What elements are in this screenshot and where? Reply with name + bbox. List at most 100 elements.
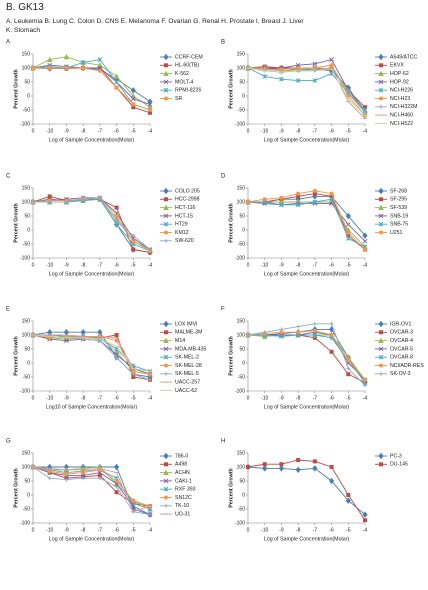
series-line [32,466,151,507]
marker [329,57,334,62]
x-tick-label: 0 [32,128,35,134]
x-tick-label: -10 [46,395,53,401]
x-tick-label: -7 [98,128,103,134]
panel-label: D [221,174,226,180]
legend-label: OVCAR-4 [390,338,413,344]
legend-marker [378,87,384,93]
y-tick-label: 50 [239,346,245,352]
legend-marker [378,354,384,360]
marker [148,247,152,252]
marker [262,465,268,472]
series-line [248,193,366,250]
x-tick-label: -7 [313,262,318,268]
legend-label: HCT-116 [175,205,195,211]
x-tick-label: -9 [279,395,284,401]
legend-label: K-562 [175,71,189,77]
x-tick-label: -9 [64,395,69,401]
x-tick-label: -8 [81,128,86,134]
legend-label: SK-MEL-5 [175,371,199,377]
legend-marker [379,330,383,335]
marker [148,377,152,382]
legend-marker [379,363,383,368]
y-tick-label: 150 [237,51,246,57]
x-tick-label: -5 [346,262,351,268]
legend-label: HOP-62 [390,71,409,77]
marker [113,73,120,79]
x-tick-label: -8 [296,395,301,401]
legend-label: SN12C [175,495,192,501]
marker [47,66,52,70]
y-axis-title: Percent Growth [228,69,234,108]
series-line [33,334,151,372]
x-tick-label: -10 [261,128,268,134]
y-tick-label: 100 [22,65,31,71]
legend-marker [163,346,169,352]
legend-marker [164,230,168,235]
panel-label: E [6,307,10,313]
marker [81,476,86,481]
marker [114,484,119,489]
series-line [32,198,151,253]
series-line [247,190,366,250]
legend-label: NCI-H460 [390,112,413,118]
series-line [32,59,151,111]
series-line [248,201,366,248]
legend-marker [163,53,169,61]
legend-label: DU-145 [390,462,408,468]
marker [345,212,351,220]
y-tick-label: 0 [242,360,245,366]
legend-marker [379,63,383,68]
x-tick-label: -9 [279,527,284,533]
y-tick-label: -100 [235,520,245,526]
y-tick-label: 50 [24,478,30,484]
marker [296,330,301,335]
x-tick-label: 0 [32,527,35,533]
marker [363,110,367,115]
x-tick-label: 0 [32,262,35,268]
legend-marker [163,486,169,492]
legend-label: OVCAR-8 [390,355,413,361]
legend-marker [378,320,384,328]
y-tick-label: 50 [239,213,245,219]
y-axis-title: Percent Growth [13,336,19,375]
legend-marker [379,104,383,109]
legend-marker [378,452,384,460]
y-tick-label: -50 [238,241,245,247]
marker [346,372,351,377]
y-tick-label: 100 [22,332,31,338]
y-axis-title: Percent Growth [13,203,19,242]
legend-label: SF-539 [390,205,407,211]
x-tick-label: -7 [313,527,318,533]
marker [131,247,136,252]
legend-marker [163,213,169,219]
marker [279,202,284,208]
legend-label: NCI-H23 [390,96,410,102]
marker [312,332,318,338]
legend-marker [164,63,168,68]
marker [345,222,351,227]
marker [63,328,70,336]
y-tick-label: -50 [238,506,245,512]
panel-label: A [6,40,10,46]
marker [329,191,334,196]
series-line [247,67,366,116]
y-tick-label: -100 [235,388,245,394]
legend-label: HCT-15 [175,213,193,219]
x-tick-label: -6 [329,128,334,134]
legend-label: SNB-19 [390,213,408,219]
x-tick-label: 0 [32,395,35,401]
legend-label: HOP-92 [390,79,409,85]
legend-label: A549/ATCC [390,54,418,60]
legend-label: MOLT-4 [175,79,193,85]
legend-label: NCI/ADR-RES [390,363,424,369]
legend-marker [379,96,383,101]
marker [312,465,318,472]
legend-marker [164,363,168,368]
marker [346,358,351,363]
legend-label: SK-MEL-28 [175,363,202,369]
marker [329,63,334,68]
x-tick-label: -5 [131,395,136,401]
x-tick-label: -8 [81,395,86,401]
marker [131,375,136,379]
legend-label: A498 [175,462,187,468]
